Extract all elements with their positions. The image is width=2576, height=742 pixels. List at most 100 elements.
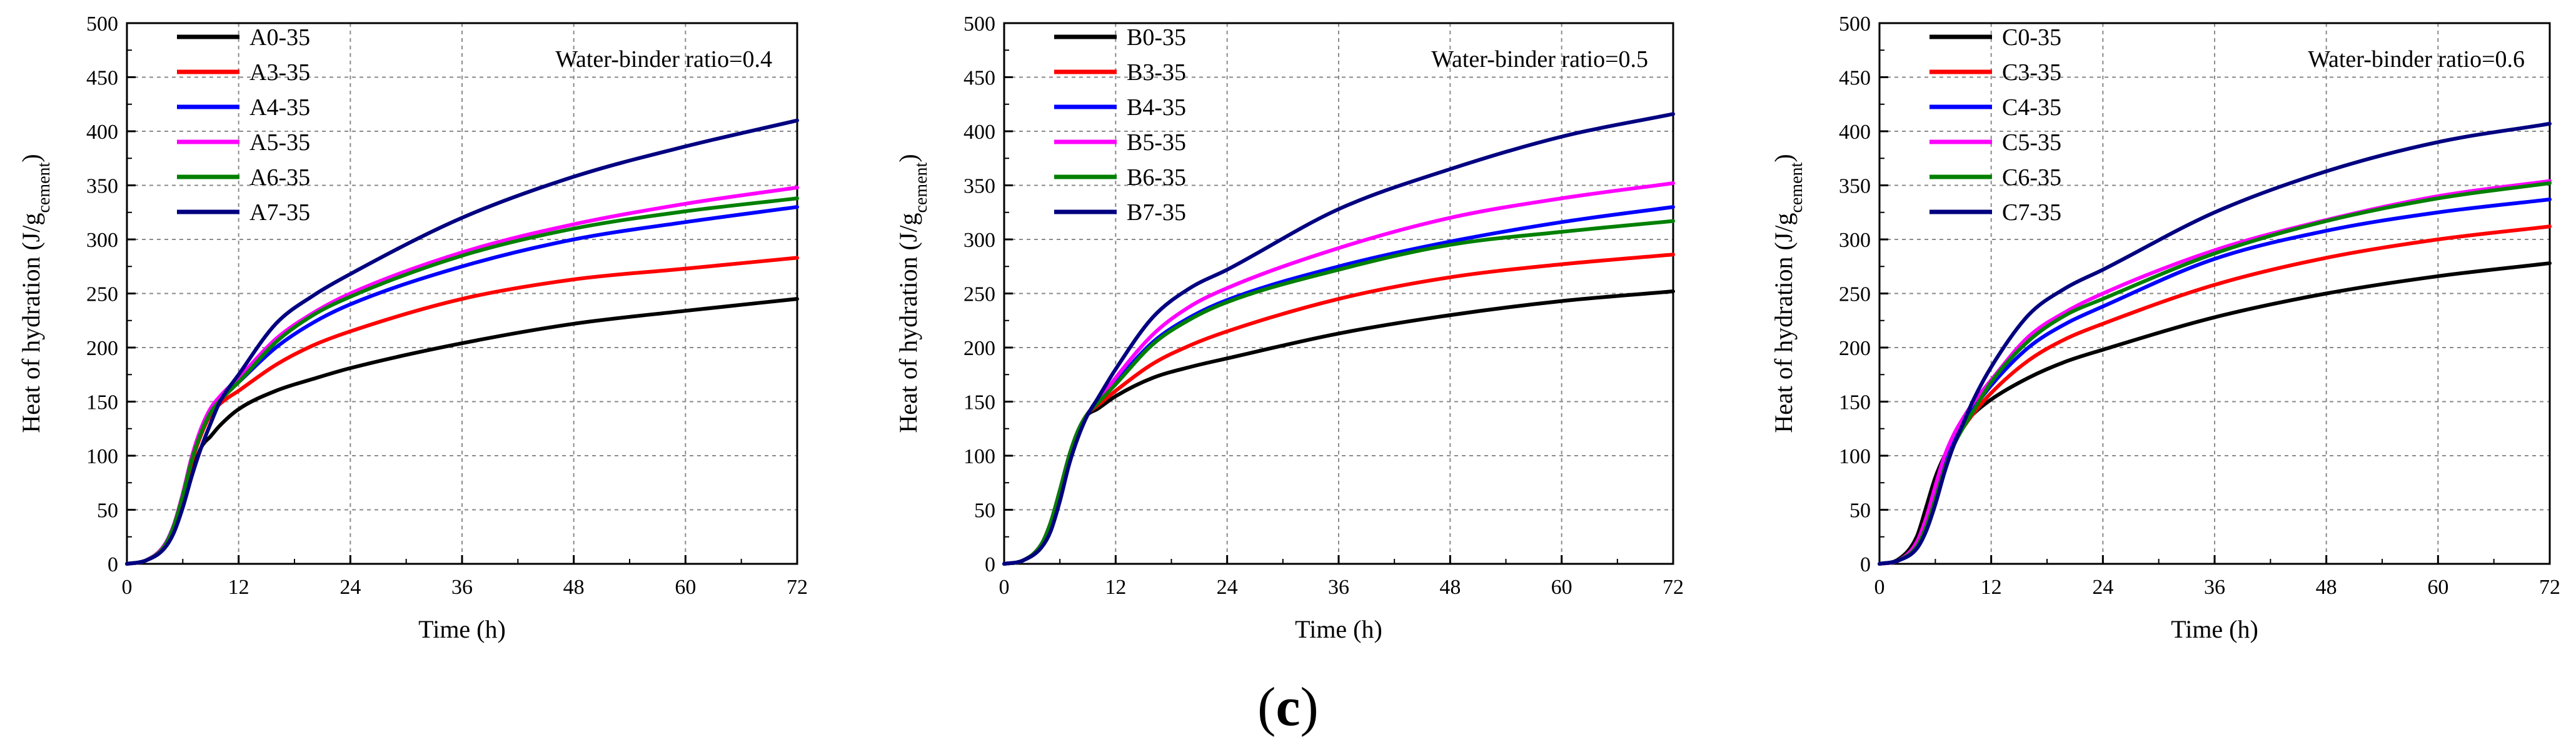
x-tick-label: 48 (563, 576, 585, 599)
series-line-B7-35 (1002, 112, 1675, 566)
y-tick-label: 400 (86, 121, 118, 144)
y-tick-label: 50 (97, 499, 118, 523)
x-tick-label: 24 (2092, 576, 2113, 599)
x-tick-label: 36 (451, 576, 473, 599)
legend: B0-35 B3-35 B4-35 B5-35 B6-35 B7-35 (1054, 24, 1186, 226)
y-tick-label: 350 (963, 175, 995, 198)
legend-label-B7-35: B7-35 (1127, 199, 1186, 226)
y-axis-title: Heat of hydration (J/gcement) (1769, 154, 1806, 433)
x-tick-label: 24 (340, 576, 361, 599)
x-tick-label: 60 (675, 576, 696, 599)
y-tick-label: 250 (86, 283, 118, 306)
legend-label-B0-35: B0-35 (1127, 24, 1186, 51)
legend-label-B4-35: B4-35 (1127, 94, 1186, 121)
chart-panel-3: 0 12 24 36 48 60 72 0 50 100 150 200 250 300 350 400 450… (1769, 13, 2560, 643)
legend-label-C0-35: C0-35 (2002, 24, 2061, 51)
x-tick-label: 36 (1328, 576, 1349, 599)
x-tick-label: 12 (1105, 576, 1126, 599)
x-axis-title: Time (h) (418, 615, 506, 643)
y-tick-label: 450 (963, 67, 995, 90)
x-tick-label: 0 (1874, 576, 1885, 599)
x-tick-label: 0 (122, 576, 133, 599)
y-axis-title: Heat of hydration (J/gcement) (17, 154, 54, 433)
y-tick-label: 500 (86, 13, 118, 36)
y-tick-label: 200 (86, 337, 118, 360)
gridlines (127, 23, 797, 564)
y-tick-label: 350 (1839, 175, 1871, 198)
y-tick-label: 300 (86, 229, 118, 252)
series-line-A7-35 (125, 118, 799, 566)
ratio-annotation: Water-binder ratio=0.4 (555, 46, 772, 73)
x-tick-label: 72 (1663, 576, 1684, 599)
y-tick-label: 150 (963, 391, 995, 414)
legend-label-A4-35: A4-35 (249, 94, 310, 121)
y-tick-label: 0 (985, 553, 995, 576)
y-tick-label: 250 (963, 283, 995, 306)
series-line-B6-35 (1002, 219, 1675, 566)
charts-container: 0 12 24 36 48 60 72 0 50 100 150 200 250 300 350 400 450… (17, 13, 2560, 643)
x-tick-label: 48 (1439, 576, 1461, 599)
y-tick-label: 500 (963, 13, 995, 36)
x-tick-label: 72 (2539, 576, 2560, 599)
y-tick-label: 100 (963, 445, 995, 468)
series-lines (125, 118, 799, 566)
legend-label-A7-35: A7-35 (249, 199, 310, 226)
figure-caption: (c) (1257, 677, 1319, 738)
series-line-B0-35 (1002, 289, 1675, 566)
y-tick-label: 300 (1839, 229, 1871, 252)
y-tick-label: 0 (108, 553, 118, 576)
x-tick-label: 36 (2204, 576, 2225, 599)
legend: A0-35 A3-35 A4-35 A5-35 A6-35 A7-35 (177, 24, 310, 226)
chart-panel-2: 0 12 24 36 48 60 72 0 50 100 150 200 250 300 350 400 450… (894, 13, 1684, 643)
y-tick-label: 400 (963, 121, 995, 144)
series-line-A6-35 (125, 196, 799, 566)
y-tick-label: 100 (1839, 445, 1871, 468)
axis-ticks: 0 12 24 36 48 60 72 0 50 100 150 200 250 300 350 400 450… (963, 13, 1684, 599)
x-tick-label: 60 (1551, 576, 1572, 599)
series-lines (1002, 112, 1675, 566)
y-tick-label: 100 (86, 445, 118, 468)
x-tick-label: 12 (1981, 576, 2002, 599)
y-tick-label: 450 (86, 67, 118, 90)
legend-label-C6-35: C6-35 (2002, 164, 2061, 191)
legend-label-C7-35: C7-35 (2002, 199, 2061, 226)
legend-label-A5-35: A5-35 (249, 129, 310, 156)
axis-ticks: 0 12 24 36 48 60 72 0 50 100 150 200 250 300 350 400 450… (86, 13, 808, 599)
y-tick-label: 450 (1839, 67, 1871, 90)
legend: C0-35 C3-35 C4-35 C5-35 C6-35 C7-35 (1929, 24, 2061, 226)
x-tick-label: 48 (2316, 576, 2337, 599)
y-tick-label: 400 (1839, 121, 1871, 144)
y-tick-label: 300 (963, 229, 995, 252)
legend-label-C4-35: C4-35 (2002, 94, 2061, 121)
y-tick-label: 250 (1839, 283, 1871, 306)
y-tick-label: 350 (86, 175, 118, 198)
y-tick-label: 500 (1839, 13, 1871, 36)
series-lines (1878, 121, 2552, 566)
series-line-C0-35 (1878, 261, 2552, 566)
y-tick-label: 200 (1839, 337, 1871, 360)
legend-label-C3-35: C3-35 (2002, 59, 2061, 86)
legend-label-A3-35: A3-35 (249, 59, 310, 86)
ratio-annotation: Water-binder ratio=0.6 (2308, 46, 2525, 73)
y-axis-title: Heat of hydration (J/gcement) (894, 154, 931, 433)
legend-label-B6-35: B6-35 (1127, 164, 1186, 191)
y-tick-label: 50 (1849, 499, 1871, 523)
y-tick-label: 150 (86, 391, 118, 414)
y-tick-label: 0 (1860, 553, 1871, 576)
x-tick-label: 60 (2427, 576, 2448, 599)
y-tick-label: 150 (1839, 391, 1871, 414)
series-line-C7-35 (1878, 121, 2552, 566)
legend-label-A6-35: A6-35 (249, 164, 310, 191)
y-tick-label: 200 (963, 337, 995, 360)
x-tick-label: 72 (787, 576, 808, 599)
gridlines (1004, 23, 1673, 564)
x-tick-label: 24 (1217, 576, 1238, 599)
legend-label-B5-35: B5-35 (1127, 129, 1186, 156)
x-axis-title: Time (h) (2171, 615, 2258, 643)
legend-label-A0-35: A0-35 (249, 24, 310, 51)
legend-label-C5-35: C5-35 (2002, 129, 2061, 156)
chart-panel-1: 0 12 24 36 48 60 72 0 50 100 150 200 250 300 350 400 450… (17, 13, 808, 643)
legend-label-B3-35: B3-35 (1127, 59, 1186, 86)
gridlines (1879, 23, 2550, 564)
